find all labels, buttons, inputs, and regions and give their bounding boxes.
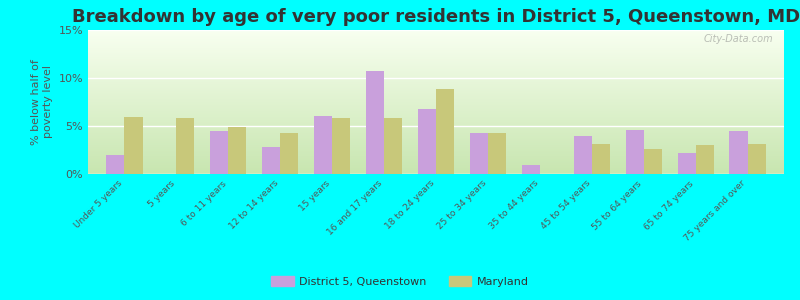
Title: Breakdown by age of very poor residents in District 5, Queenstown, MD: Breakdown by age of very poor residents …: [72, 8, 800, 26]
Bar: [418, 109, 436, 174]
Bar: [176, 118, 194, 174]
Bar: [314, 116, 332, 174]
Bar: [210, 131, 228, 174]
Bar: [332, 118, 350, 174]
Text: City-Data.com: City-Data.com: [704, 34, 774, 44]
Bar: [106, 155, 124, 174]
Bar: [730, 131, 748, 174]
Bar: [124, 117, 142, 174]
Y-axis label: % below half of
poverty level: % below half of poverty level: [31, 59, 53, 145]
Bar: [228, 127, 246, 174]
Bar: [280, 133, 298, 174]
Bar: [384, 118, 402, 174]
Bar: [488, 133, 506, 174]
Bar: [696, 145, 714, 174]
Bar: [644, 149, 662, 174]
Bar: [522, 165, 540, 174]
Bar: [626, 130, 644, 174]
Bar: [262, 147, 280, 174]
Bar: [748, 144, 766, 174]
Bar: [470, 133, 488, 174]
Bar: [436, 88, 454, 174]
Legend: District 5, Queenstown, Maryland: District 5, Queenstown, Maryland: [267, 272, 533, 291]
Bar: [592, 144, 610, 174]
Bar: [678, 153, 696, 174]
Bar: [366, 71, 384, 174]
Bar: [574, 136, 592, 174]
